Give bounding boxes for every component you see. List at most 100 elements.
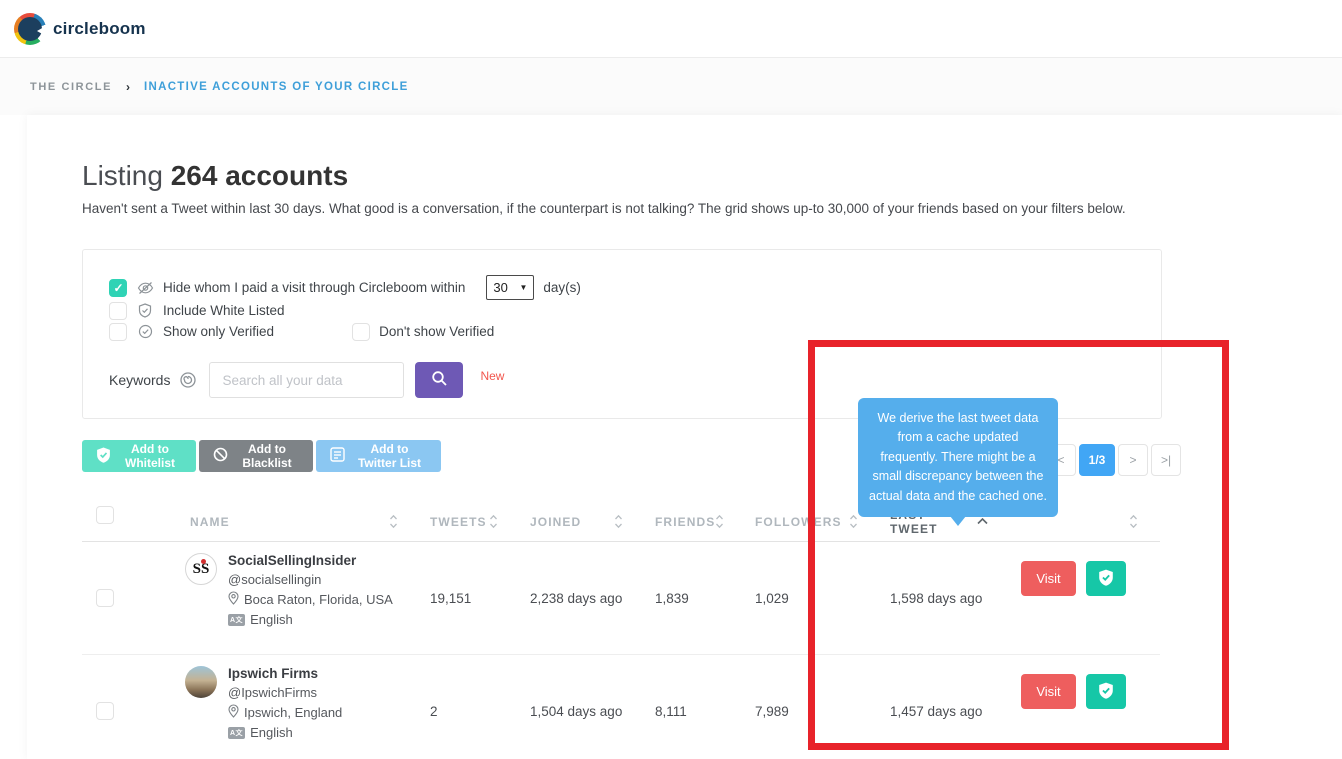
filter-include-whitelisted: Include White Listed: [109, 300, 1161, 321]
account-language: English: [250, 612, 293, 627]
dont-show-verified-checkbox[interactable]: [352, 322, 371, 341]
filter-verified-row: Show only Verified Don't show Verified: [109, 321, 1161, 342]
visit-button[interactable]: Visit: [1021, 561, 1076, 596]
account-handle: @socialsellingin: [228, 572, 322, 587]
pagination: < 1/3 > >|: [1046, 444, 1181, 476]
table-row-actions-cell: Visit: [1010, 655, 1160, 759]
language-icon: A文: [228, 613, 246, 626]
pagination-next-button[interactable]: >: [1118, 444, 1148, 476]
add-to-whitelist-button[interactable]: Add to Whitelist: [82, 440, 196, 472]
days-select[interactable]: 30 ▼: [486, 275, 535, 300]
pagination-current-page[interactable]: 1/3: [1079, 444, 1115, 476]
keywords-label: Keywords: [109, 372, 171, 388]
table-row-last-tweet-cell: 1,457 days ago: [880, 655, 1010, 759]
search-icon: [431, 370, 448, 390]
include-whitelisted-label: Include White Listed: [163, 303, 285, 318]
table-row-name-cell: SS SocialSellingInsider @socialsellingin…: [170, 542, 420, 655]
spiral-icon: [179, 371, 197, 389]
account-language: English: [250, 725, 293, 740]
location-pin-icon: [228, 704, 239, 721]
top-bar: circleboom: [0, 0, 1342, 58]
header-friends-label: FRIENDS: [655, 514, 716, 529]
language-icon: A文: [228, 726, 246, 739]
sort-followers-icon[interactable]: [849, 514, 858, 529]
table-row-friends-cell: 8,111: [645, 655, 745, 759]
breadcrumb-parent[interactable]: THE CIRCLE: [30, 80, 112, 93]
sort-name-icon[interactable]: [389, 514, 398, 529]
eye-off-icon: [136, 281, 154, 295]
table-row-tweets-cell: 2: [420, 655, 520, 759]
shield-check-icon: [96, 447, 111, 466]
search-button[interactable]: [415, 362, 464, 398]
shield-check-icon: [1098, 569, 1114, 589]
circleboom-logo-icon: [14, 12, 46, 45]
header-followers-label: FOLLOWERS: [755, 514, 842, 529]
keywords-row: Keywords New: [109, 362, 1161, 398]
show-only-verified-checkbox[interactable]: [109, 322, 127, 341]
page-title-count: 264 accounts: [170, 160, 349, 191]
table-row-friends-cell: 1,839: [645, 542, 745, 655]
table-row-name-cell: Ipswich Firms @IpswichFirms Ipswich, Eng…: [170, 655, 420, 759]
whitelist-shield-button[interactable]: [1086, 674, 1126, 709]
select-all-checkbox[interactable]: [96, 506, 114, 524]
sort-tweets-icon[interactable]: [489, 514, 498, 529]
days-select-value: 30: [493, 280, 508, 295]
sort-friends-icon[interactable]: [715, 514, 724, 529]
add-to-whitelist-label: Add to Whitelist: [125, 442, 175, 470]
new-badge: New: [480, 369, 505, 383]
include-whitelisted-checkbox[interactable]: [109, 301, 127, 320]
list-icon: [330, 447, 345, 465]
account-name: Ipswich Firms: [228, 666, 319, 681]
last-tweet-tooltip: We derive the last tweet data from a cac…: [858, 398, 1058, 526]
avatar: [185, 666, 217, 698]
sort-actions-icon[interactable]: [1129, 514, 1138, 529]
breadcrumb-separator-icon: ›: [126, 79, 130, 94]
days-suffix-label: day(s): [543, 280, 581, 295]
header-cell-name: NAME: [170, 502, 420, 542]
whitelist-shield-button[interactable]: [1086, 561, 1126, 596]
location-pin-icon: [228, 591, 239, 608]
table-row-checkbox-cell: [82, 542, 170, 655]
account-name: SocialSellingInsider: [228, 553, 357, 568]
account-location: Ipswich, England: [244, 705, 343, 720]
sort-joined-icon[interactable]: [614, 514, 623, 529]
table-row-last-tweet-cell: 1,598 days ago: [880, 542, 1010, 655]
bulk-actions: Add to Whitelist Add to Blacklist Add: [82, 440, 1342, 472]
page-title: Listing 264 accounts: [82, 160, 1342, 192]
pagination-last-button[interactable]: >|: [1151, 444, 1181, 476]
table-row-followers-cell: 1,029: [745, 542, 880, 655]
hide-visited-label: Hide whom I paid a visit through Circleb…: [163, 280, 466, 295]
breadcrumb-current[interactable]: INACTIVE ACCOUNTS OF YOUR CIRCLE: [144, 80, 409, 93]
header-name-label: NAME: [190, 514, 230, 529]
add-to-blacklist-button[interactable]: Add to Blacklist: [199, 440, 313, 472]
search-input[interactable]: [209, 362, 405, 398]
verified-check-icon: [136, 324, 154, 339]
header-cell-select: [82, 502, 170, 542]
table-row-tweets-cell: 19,151: [420, 542, 520, 655]
visit-button[interactable]: Visit: [1021, 674, 1076, 709]
account-handle: @IpswichFirms: [228, 685, 318, 700]
row-checkbox[interactable]: [96, 589, 114, 607]
header-tweets-label: TWEETS: [430, 514, 487, 529]
table-row-followers-cell: 7,989: [745, 655, 880, 759]
main-content: Listing 264 accounts Haven't sent a Twee…: [27, 115, 1342, 759]
row-checkbox[interactable]: [96, 702, 114, 720]
filter-hide-visited: Hide whom I paid a visit through Circleb…: [109, 275, 1161, 300]
avatar: SS: [185, 553, 217, 585]
brand-name: circleboom: [53, 18, 146, 38]
sort-last-tweet-asc-icon[interactable]: [977, 518, 988, 525]
header-cell-tweets: TWEETS: [420, 502, 520, 542]
hide-visited-checkbox[interactable]: [109, 278, 127, 297]
add-to-blacklist-label: Add to Blacklist: [242, 442, 292, 470]
accounts-table: NAME TWEETS JOINED: [82, 502, 1160, 759]
table-row-actions-cell: Visit: [1010, 542, 1160, 655]
chevron-down-icon: ▼: [519, 283, 528, 292]
page-subtitle: Haven't sent a Tweet within last 30 days…: [82, 201, 1126, 216]
circleboom-logo[interactable]: circleboom: [14, 12, 146, 45]
filters-panel: Hide whom I paid a visit through Circleb…: [82, 249, 1162, 419]
show-only-verified-label: Show only Verified: [163, 324, 275, 339]
breadcrumb: THE CIRCLE › INACTIVE ACCOUNTS OF YOUR C…: [0, 58, 1342, 115]
add-to-twitter-list-button[interactable]: Add to Twitter List: [316, 440, 441, 472]
header-cell-joined: JOINED: [520, 502, 645, 542]
